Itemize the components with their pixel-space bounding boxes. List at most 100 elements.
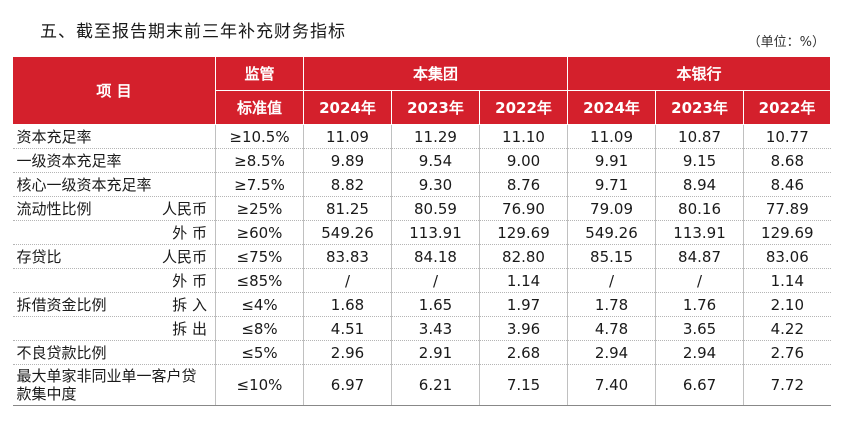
row-item-cell: 拆借资金比例 拆 入: [12, 292, 216, 317]
value-cell: 1.68: [303, 292, 392, 317]
row-item-cell: 不良贷款比例: [12, 340, 216, 365]
row-item-cell: 核心一级资本充足率: [12, 172, 216, 197]
value-cell: 10.77: [743, 124, 831, 149]
value-cell: /: [391, 268, 480, 293]
value-cell: 11.10: [478, 124, 568, 149]
header-group: 本集团: [302, 56, 569, 91]
value-cell: 7.72: [743, 364, 831, 406]
value-cell: 2.94: [655, 340, 744, 365]
value-cell: 82.80: [478, 244, 568, 269]
row-sub-label: 人民币: [161, 200, 207, 218]
regulatory-standard-cell: ≥60%: [215, 220, 304, 245]
table-row: 存贷比 人民币 ≤75% 83.83 84.18 82.80 85.15 84.87 83.06: [12, 244, 831, 269]
row-item-cell: 最大单家非同业单一客户贷款集中度: [12, 364, 216, 406]
row-item-cell: 资本充足率: [12, 124, 216, 149]
value-cell: 3.96: [478, 316, 568, 341]
value-cell: 2.10: [743, 292, 831, 317]
row-sub-label: 拆 出: [172, 320, 207, 338]
value-cell: 80.59: [391, 196, 480, 221]
regulatory-standard-cell: ≤85%: [215, 268, 304, 293]
row-sub-label: 人民币: [161, 248, 207, 266]
value-cell: 2.76: [743, 340, 831, 365]
value-cell: 84.87: [655, 244, 744, 269]
row-item-cell: 存贷比 人民币: [12, 244, 216, 269]
value-cell: 2.94: [567, 340, 656, 365]
value-cell: 113.91: [391, 220, 480, 245]
value-cell: 129.69: [478, 220, 568, 245]
table-row: 外 币 ≥60% 549.26 113.91 129.69 549.26 113.91 129…: [12, 220, 831, 245]
row-item-label: 核心一级资本充足率: [16, 176, 152, 194]
value-cell: 11.29: [391, 124, 480, 149]
row-item-cell: 流动性比例 人民币: [12, 196, 216, 221]
row-sub-label: 外 币: [172, 224, 207, 242]
value-cell: 8.68: [743, 148, 831, 173]
table-row: 资本充足率 ≥10.5% 11.09 11.29 11.10 11.09 10.87 10.7…: [12, 124, 831, 149]
value-cell: 4.51: [303, 316, 392, 341]
value-cell: 8.82: [303, 172, 392, 197]
page-title: 五、截至报告期末前三年补充财务指标: [40, 22, 346, 42]
row-sub-label: 外 币: [172, 272, 207, 290]
value-cell: 11.09: [567, 124, 656, 149]
value-cell: 9.71: [567, 172, 656, 197]
header-bank: 本银行: [567, 56, 832, 91]
header-year: 2024年: [567, 90, 657, 125]
row-item-label: 不良贷款比例: [16, 344, 107, 362]
financial-indicators-table: 项 目 监管 本集团 本银行 标准值 2024年 2023年 2022年 202…: [12, 56, 832, 406]
value-cell: 6.67: [655, 364, 744, 406]
value-cell: 81.25: [303, 196, 392, 221]
value-cell: 9.54: [391, 148, 480, 173]
regulatory-standard-cell: ≥8.5%: [215, 148, 304, 173]
table-row: 不良贷款比例 ≤5% 2.96 2.91 2.68 2.94 2.94 2.76: [12, 340, 831, 365]
value-cell: 9.30: [391, 172, 480, 197]
value-cell: 85.15: [567, 244, 656, 269]
value-cell: 7.40: [567, 364, 656, 406]
row-item-label: 资本充足率: [16, 128, 92, 146]
header-row-1: 项 目 监管 本集团 本银行: [12, 56, 832, 125]
value-cell: 4.78: [567, 316, 656, 341]
row-item-label: 存贷比: [16, 248, 62, 266]
header-year: 2023年: [391, 90, 480, 125]
row-item-cell: 外 币: [12, 268, 216, 293]
header-regulatory-top: 监管: [215, 56, 304, 91]
header-row-2: 标准值 2024年 2023年 2022年 2024年 2023年 2022年: [13, 90, 832, 125]
value-cell: 76.90: [478, 196, 568, 221]
value-cell: 4.22: [743, 316, 831, 341]
value-cell: 9.91: [567, 148, 656, 173]
regulatory-standard-cell: ≤75%: [215, 244, 304, 269]
value-cell: 129.69: [743, 220, 831, 245]
table-row: 外 币 ≤85% //1.14//1.14: [12, 268, 831, 293]
value-cell: 1.97: [478, 292, 568, 317]
value-cell: 1.76: [655, 292, 744, 317]
value-cell: 79.09: [567, 196, 656, 221]
value-cell: 77.89: [743, 196, 831, 221]
value-cell: /: [567, 268, 656, 293]
row-item-cell: 拆 出: [12, 316, 216, 341]
value-cell: 2.96: [303, 340, 392, 365]
value-cell: 6.21: [391, 364, 480, 406]
value-cell: 80.16: [655, 196, 744, 221]
regulatory-standard-cell: ≤4%: [215, 292, 304, 317]
value-cell: 84.18: [391, 244, 480, 269]
row-item-cell: 外 币: [12, 220, 216, 245]
value-cell: 1.78: [567, 292, 656, 317]
value-cell: 1.65: [391, 292, 480, 317]
value-cell: 3.43: [391, 316, 480, 341]
table-row: 拆借资金比例 拆 入 ≤4% 1.68 1.65 1.97 1.78 1.76 2.10: [12, 292, 831, 317]
header-year: 2022年: [743, 90, 832, 125]
regulatory-standard-cell: ≥7.5%: [215, 172, 304, 197]
row-item-label: 拆借资金比例: [16, 296, 107, 314]
row-item-label: 最大单家非同业单一客户贷款集中度: [16, 367, 197, 403]
value-cell: 11.09: [303, 124, 392, 149]
value-cell: 8.46: [743, 172, 831, 197]
value-cell: 1.14: [478, 268, 568, 293]
table-row: 最大单家非同业单一客户贷款集中度 ≤10% 6.97 6.21 7.15 7.40 6.67…: [12, 364, 831, 406]
value-cell: 7.15: [478, 364, 568, 406]
row-item-cell: 一级资本充足率: [12, 148, 216, 173]
value-cell: 3.65: [655, 316, 744, 341]
regulatory-standard-cell: ≤5%: [215, 340, 304, 365]
table-row: 流动性比例 人民币 ≥25% 81.25 80.59 76.90 79.09 80.16 77.…: [12, 196, 831, 221]
unit-label: （单位：%）: [747, 35, 825, 50]
value-cell: 549.26: [567, 220, 656, 245]
regulatory-standard-cell: ≥25%: [215, 196, 304, 221]
value-cell: 9.89: [303, 148, 392, 173]
